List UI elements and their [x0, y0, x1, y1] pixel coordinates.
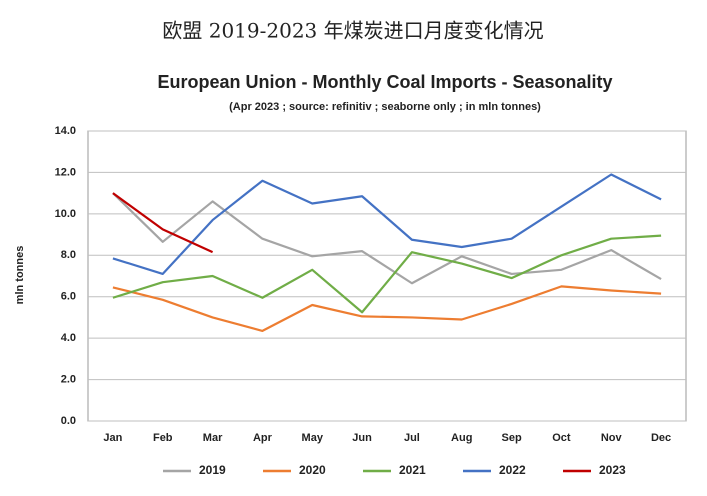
- series-line: [112, 285, 662, 332]
- y-axis-label: mln tonnes: [14, 246, 26, 305]
- x-tick-label: Aug: [451, 432, 472, 444]
- y-tick-label: 6.0: [61, 291, 76, 303]
- series-line: [112, 192, 662, 285]
- y-tick-label: 4.0: [61, 332, 76, 344]
- y-tick-label: 14.0: [55, 125, 76, 137]
- legend-label: 2023: [599, 463, 626, 477]
- x-tick-label: Feb: [153, 432, 173, 444]
- x-tick-label: May: [302, 432, 324, 444]
- x-tick-label: Nov: [601, 432, 623, 444]
- y-tick-label: 2.0: [61, 373, 76, 385]
- x-tick-label: Jun: [352, 432, 372, 444]
- y-tick-label: 12.0: [55, 166, 76, 178]
- x-tick-label: Oct: [552, 432, 571, 444]
- y-tick-label: 0.0: [61, 415, 76, 427]
- legend-label: 2021: [399, 463, 426, 477]
- x-tick-label: Jul: [404, 432, 420, 444]
- y-tick-label: 8.0: [61, 249, 76, 261]
- y-tick-label: 10.0: [55, 208, 76, 220]
- x-tick-label: Dec: [651, 432, 671, 444]
- chart-title: European Union - Monthly Coal Imports - …: [157, 72, 612, 92]
- series-line: [112, 173, 662, 276]
- series-line: [112, 234, 662, 314]
- x-tick-label: Apr: [253, 432, 273, 444]
- x-tick-label: Sep: [501, 432, 521, 444]
- legend-label: 2022: [499, 463, 526, 477]
- legend-label: 2019: [199, 463, 226, 477]
- x-tick-label: Jan: [103, 432, 122, 444]
- page-title: 欧盟 2019-2023 年煤炭进口月度变化情况: [162, 19, 543, 43]
- chart-subtitle: (Apr 2023 ; source: refinitiv ; seaborne…: [229, 101, 541, 113]
- series-line: [112, 192, 214, 254]
- legend-label: 2020: [299, 463, 326, 477]
- x-tick-label: Mar: [203, 432, 223, 444]
- plot-frame: [87, 130, 687, 422]
